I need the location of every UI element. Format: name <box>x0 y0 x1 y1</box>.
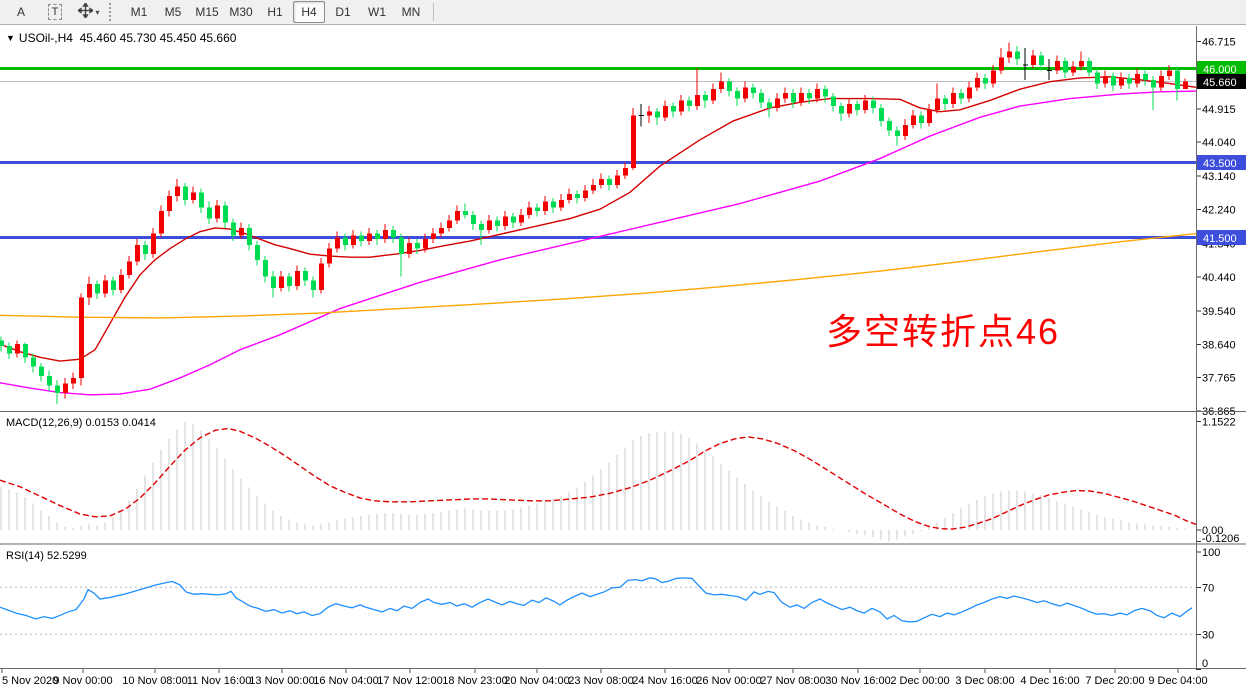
svg-text:37.765: 37.765 <box>1202 372 1236 384</box>
price-scale[interactable]: 46.71544.91544.04043.14042.24041.34040.4… <box>1196 37 1239 670</box>
text-tool-icon: T <box>47 4 63 20</box>
svg-text:42.240: 42.240 <box>1202 205 1236 217</box>
svg-text:46.000: 46.000 <box>1203 64 1237 76</box>
svg-text:70: 70 <box>1202 582 1214 594</box>
timeframe-button-w1[interactable]: W1 <box>368 5 386 19</box>
svg-text:20 Nov 04:00: 20 Nov 04:00 <box>504 675 569 687</box>
svg-text:18 Nov 23:00: 18 Nov 23:00 <box>442 675 507 687</box>
svg-text:0: 0 <box>1202 658 1208 670</box>
timeframe-button-m5[interactable]: M5 <box>164 5 182 19</box>
svg-text:23 Nov 08:00: 23 Nov 08:00 <box>568 675 633 687</box>
ma-mid-line <box>0 90 1197 396</box>
svg-text:10 Nov 08:00: 10 Nov 08:00 <box>122 675 187 687</box>
chart-title: ▼ USOil-,H4 45.460 45.730 45.450 45.660 <box>6 31 236 45</box>
chart-symbol-label: USOil-,H4 <box>18 31 73 45</box>
svg-text:44.915: 44.915 <box>1202 104 1236 116</box>
svg-text:11 Nov 16:00: 11 Nov 16:00 <box>187 675 252 687</box>
toolbar: A T ▾ M1 M5 M15 M30 H1 H4 D1 W1 MN <box>0 0 1246 25</box>
chart-ohlc-values: 45.460 45.730 45.450 45.660 <box>79 31 237 45</box>
svg-text:40.440: 40.440 <box>1202 272 1236 284</box>
svg-text:44.040: 44.040 <box>1202 137 1236 149</box>
rsi-panel-lines <box>0 586 1196 635</box>
crosshair-move-icon <box>77 1 95 21</box>
svg-text:46.715: 46.715 <box>1202 37 1236 49</box>
svg-text:5 Nov 2020: 5 Nov 2020 <box>2 675 58 687</box>
moving-average-lines <box>0 76 1197 396</box>
toolbar-drag-handle[interactable] <box>109 3 117 21</box>
cursor-tool-button[interactable]: ▾ <box>73 1 105 23</box>
svg-text:9 Nov 00:00: 9 Nov 00:00 <box>53 675 112 687</box>
svg-text:100: 100 <box>1202 547 1220 559</box>
macd-signal-line <box>0 427 1197 530</box>
annotation-text: 多空转折点46 <box>826 311 1061 352</box>
chart-expand-icon[interactable]: ▼ <box>6 33 15 43</box>
svg-text:30: 30 <box>1202 629 1214 641</box>
svg-text:30 Nov 16:00: 30 Nov 16:00 <box>825 675 890 687</box>
timeframe-button-h1[interactable]: H1 <box>267 5 283 19</box>
timeframe-button-m1[interactable]: M1 <box>130 5 148 19</box>
svg-text:43.500: 43.500 <box>1203 158 1237 170</box>
svg-text:16 Nov 04:00: 16 Nov 04:00 <box>313 675 378 687</box>
timeframe-button-m30[interactable]: M30 <box>229 5 253 19</box>
timeframe-button-mn[interactable]: MN <box>401 5 421 19</box>
ma-fast-line <box>0 76 1197 362</box>
svg-text:4 Dec 16:00: 4 Dec 16:00 <box>1020 675 1079 687</box>
svg-text:39.540: 39.540 <box>1202 306 1236 318</box>
timeframe-button-d1[interactable]: D1 <box>335 5 351 19</box>
svg-text:24 Nov 16:00: 24 Nov 16:00 <box>632 675 697 687</box>
svg-text:9 Dec 04:00: 9 Dec 04:00 <box>1148 675 1207 687</box>
svg-text:0.00: 0.00 <box>1202 525 1223 537</box>
text-tool-button[interactable]: T <box>39 1 71 23</box>
svg-text:2 Dec 00:00: 2 Dec 00:00 <box>890 675 949 687</box>
timeframe-button-h4[interactable]: H4 <box>293 1 325 23</box>
svg-text:36.865: 36.865 <box>1202 406 1236 418</box>
svg-text:38.640: 38.640 <box>1202 340 1236 352</box>
rsi-line <box>0 577 1193 623</box>
timeframe-button-group: M1 M5 M15 M30 H1 H4 D1 W1 MN <box>122 1 428 23</box>
ma-slow-line <box>0 232 1197 319</box>
svg-text:3 Dec 08:00: 3 Dec 08:00 <box>955 675 1014 687</box>
svg-text:13 Nov 00:00: 13 Nov 00:00 <box>249 675 314 687</box>
svg-text:26 Nov 00:00: 26 Nov 00:00 <box>696 675 761 687</box>
horizontal-level-lines <box>0 67 1196 239</box>
timeframe-button-m15[interactable]: M15 <box>195 5 219 19</box>
panel-borders <box>0 26 1246 669</box>
svg-text:45.660: 45.660 <box>1203 77 1237 89</box>
svg-text:-0.1206: -0.1206 <box>1202 533 1239 545</box>
svg-text:41.500: 41.500 <box>1203 233 1237 245</box>
toolbar-separator <box>433 3 434 21</box>
svg-text:27 Nov 08:00: 27 Nov 08:00 <box>760 675 825 687</box>
svg-text:43.140: 43.140 <box>1202 171 1236 183</box>
macd-indicator-label: MACD(12,26,9) 0.0153 0.0414 <box>6 417 156 429</box>
svg-text:17 Nov 12:00: 17 Nov 12:00 <box>377 675 442 687</box>
svg-text:1.1522: 1.1522 <box>1202 417 1236 429</box>
macd-histogram <box>0 421 1186 542</box>
rsi-indicator-label: RSI(14) 52.5299 <box>6 550 87 562</box>
svg-text:7 Dec 20:00: 7 Dec 20:00 <box>1085 675 1144 687</box>
candlestick-series <box>0 42 1188 405</box>
annotation-tool-button[interactable]: A <box>16 5 25 19</box>
chevron-down-icon: ▾ <box>95 7 100 17</box>
